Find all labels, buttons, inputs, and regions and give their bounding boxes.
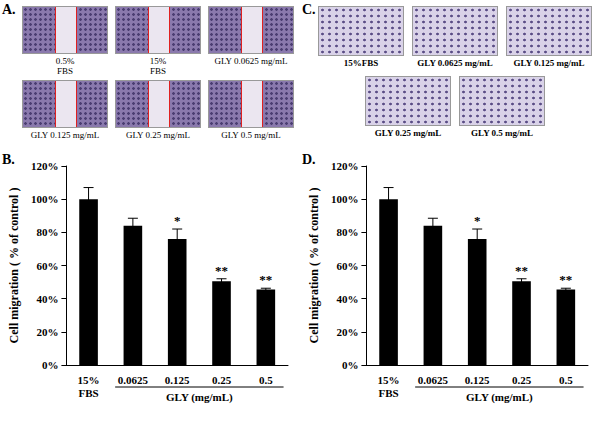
svg-text:FBS: FBS — [378, 387, 398, 399]
svg-text:100%: 100% — [31, 193, 59, 205]
svg-text:*: * — [174, 213, 181, 228]
svg-text:0%: 0% — [42, 359, 59, 371]
svg-text:0.125: 0.125 — [165, 374, 190, 386]
html-text:GLY 0.5 mg/mL: GLY 0.5 mg/mL — [221, 130, 281, 140]
html-text:A.: A. — [2, 2, 16, 17]
html-text:GLY 0.125 mg/mL: GLY 0.125 mg/mL — [513, 58, 585, 68]
svg-text:0.5: 0.5 — [259, 374, 273, 386]
html-text:GLY 0.5 mg/mL: GLY 0.5 mg/mL — [471, 128, 533, 138]
svg-text:120%: 120% — [331, 160, 359, 172]
svg-text:0.0625: 0.0625 — [118, 374, 149, 386]
html-text:15% FBS: 15% FBS — [149, 56, 167, 76]
svg-text:0.25: 0.25 — [512, 374, 532, 386]
svg-text:GLY (mg/mL): GLY (mg/mL) — [466, 391, 533, 404]
svg-text:60%: 60% — [336, 260, 358, 272]
svg-text:GLY (mg/mL): GLY (mg/mL) — [166, 391, 233, 404]
svg-text:120%: 120% — [31, 160, 59, 172]
html-text:GLY 0.0625 mg/mL: GLY 0.0625 mg/mL — [417, 58, 493, 68]
svg-text:60%: 60% — [36, 260, 58, 272]
svg-text:**: ** — [515, 263, 528, 278]
html-text:GLY 0.25 mg/mL: GLY 0.25 mg/mL — [374, 128, 442, 138]
svg-text:0.0625: 0.0625 — [418, 374, 449, 386]
svg-text:0.5: 0.5 — [559, 374, 573, 386]
html-text:C.: C. — [302, 2, 316, 17]
svg-text:*: * — [474, 213, 481, 228]
html-text:15%FBS: 15%FBS — [343, 58, 379, 68]
svg-text:**: ** — [215, 263, 228, 278]
html-text:D.: D. — [302, 152, 316, 167]
svg-text:40%: 40% — [36, 293, 58, 305]
svg-text:15%: 15% — [78, 374, 100, 386]
svg-text:0%: 0% — [342, 359, 359, 371]
svg-text:**: ** — [259, 272, 272, 287]
svg-text:15%: 15% — [378, 374, 400, 386]
svg-text:0.25: 0.25 — [212, 374, 232, 386]
svg-text:Cell migration ( % of control: Cell migration ( % of control ) — [7, 188, 21, 344]
svg-text:Cell migration ( % of control: Cell migration ( % of control ) — [307, 188, 321, 344]
svg-text:20%: 20% — [336, 326, 358, 338]
html-text:B.: B. — [2, 152, 15, 167]
svg-text:FBS: FBS — [78, 387, 98, 399]
html-text:GLY 0.125 mg/mL: GLY 0.125 mg/mL — [30, 130, 100, 140]
svg-text:40%: 40% — [336, 293, 358, 305]
svg-text:20%: 20% — [36, 326, 58, 338]
html-text:0.5% FBS: 0.5% FBS — [55, 56, 75, 76]
svg-text:100%: 100% — [331, 193, 359, 205]
svg-text:80%: 80% — [336, 226, 358, 238]
html-text:GLY 0.0625 mg/mL: GLY 0.0625 mg/mL — [214, 56, 288, 66]
html-text:GLY 0.25 mg/mL: GLY 0.25 mg/mL — [126, 130, 190, 140]
svg-text:**: ** — [559, 272, 572, 287]
svg-text:0.125: 0.125 — [465, 374, 490, 386]
svg-text:80%: 80% — [36, 226, 58, 238]
